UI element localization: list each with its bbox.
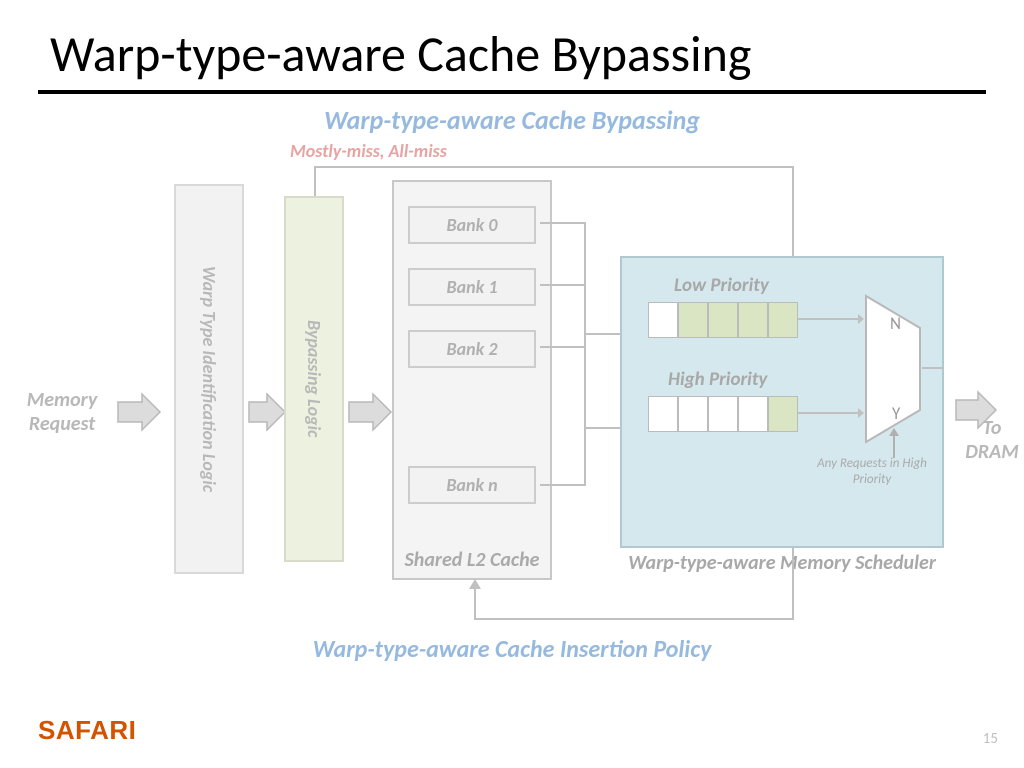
queue-cell [678,396,708,432]
bank-n: Bank n [408,466,536,504]
bank-2: Bank 2 [408,330,536,368]
mux-n-label: N [890,313,901,334]
memory-request-text: Memory Request [27,388,98,436]
arrow-up-icon [468,578,482,590]
queue-cell [648,396,678,432]
subtitle: Warp-type-aware Cache Bypassing [0,104,1024,136]
wire-bus [584,222,586,486]
to-dram-label: To DRAM [960,416,1024,464]
queue-cell [648,302,678,338]
wire [474,618,794,620]
queue-cell [678,302,708,338]
annotation-mostly-miss: Mostly-miss, All-miss [290,140,447,162]
wire [474,586,476,620]
wire [922,367,944,369]
bank-0: Bank 0 [408,206,536,244]
arrow-icon [347,390,393,434]
arrow-up-icon [888,428,900,458]
arrow-icon [247,390,287,434]
bypassing-logic-label: Bypassing Logic [286,198,342,560]
wire [540,222,586,224]
memory-scheduler-block: Low Priority High Priority N Y Any Reque… [620,256,944,548]
wire [792,548,794,620]
memory-scheduler-label: Warp-type-aware Memory Scheduler [620,552,944,575]
slide-title: Warp-type-aware Cache Bypassing [50,24,751,85]
wire [540,284,586,286]
warp-type-id-label: Warp Type Identification Logic [176,186,242,572]
queue-cell [708,396,738,432]
wire [314,166,794,168]
insertion-policy-label: Warp-type-aware Cache Insertion Policy [0,635,1024,664]
wire-arrow [798,407,864,419]
wire [540,484,586,486]
low-priority-queue [648,302,798,338]
wire [314,166,316,196]
to-dram-text: To DRAM [965,416,1018,464]
any-requests-label: Any Requests in High Priority [812,456,932,489]
high-priority-queue [648,396,798,432]
queue-cell [768,302,798,338]
wire-arrow [798,313,864,325]
warp-type-id-block: Warp Type Identification Logic [174,184,244,574]
queue-cell [708,302,738,338]
memory-request-label: Memory Request [12,388,112,436]
mux-y-label: Y [892,403,900,424]
queue-cell [768,396,798,432]
high-priority-label: High Priority [668,368,767,391]
wire [540,346,586,348]
queue-cell [738,396,768,432]
l2-cache-label: Shared L2 Cache [394,549,550,572]
arrow-icon [116,390,162,434]
l2-cache-block: Bank 0 Bank 1 Bank 2 …… Bank n Shared L2… [392,180,552,580]
queue-cell [738,302,768,338]
bank-1: Bank 1 [408,268,536,306]
page-number: 15 [983,730,998,748]
footer-brand: SAFARI [38,715,136,746]
low-priority-label: Low Priority [674,274,769,297]
title-underline [38,90,986,94]
wire [792,166,794,256]
bypassing-logic-block: Bypassing Logic [284,196,344,562]
